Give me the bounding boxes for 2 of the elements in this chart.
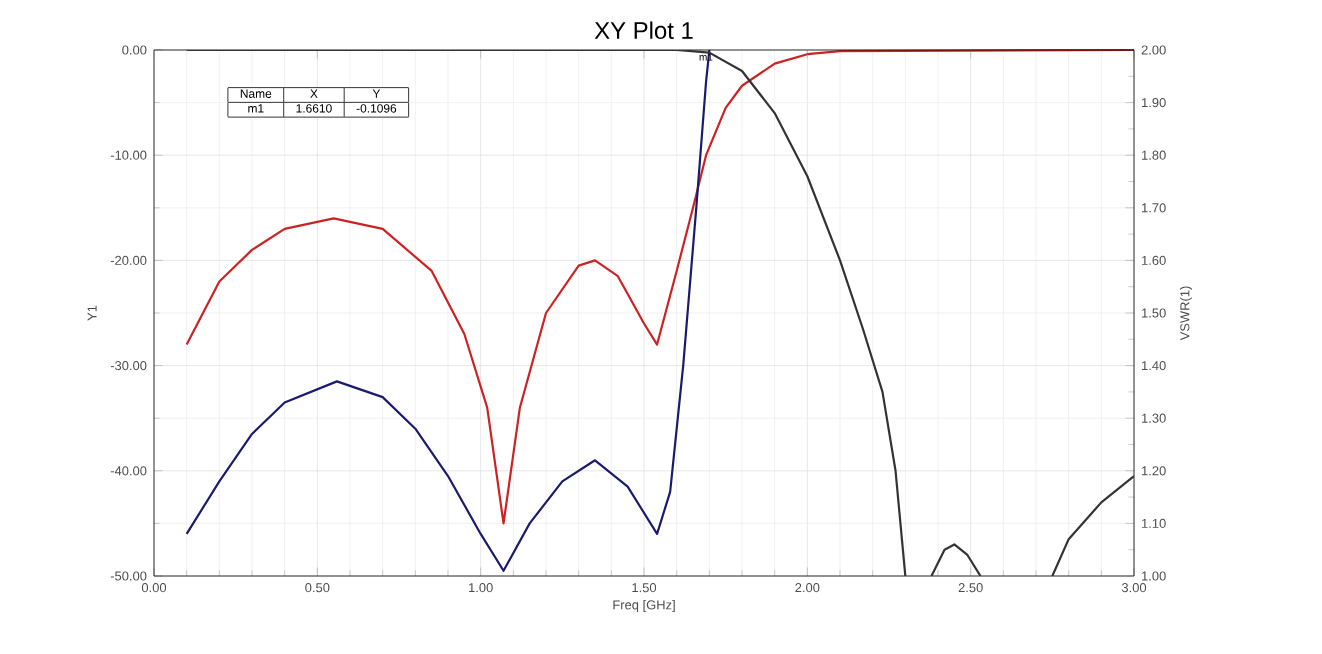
chart-title: XY Plot 1: [594, 21, 693, 39]
line-series: [185, 48, 711, 572]
